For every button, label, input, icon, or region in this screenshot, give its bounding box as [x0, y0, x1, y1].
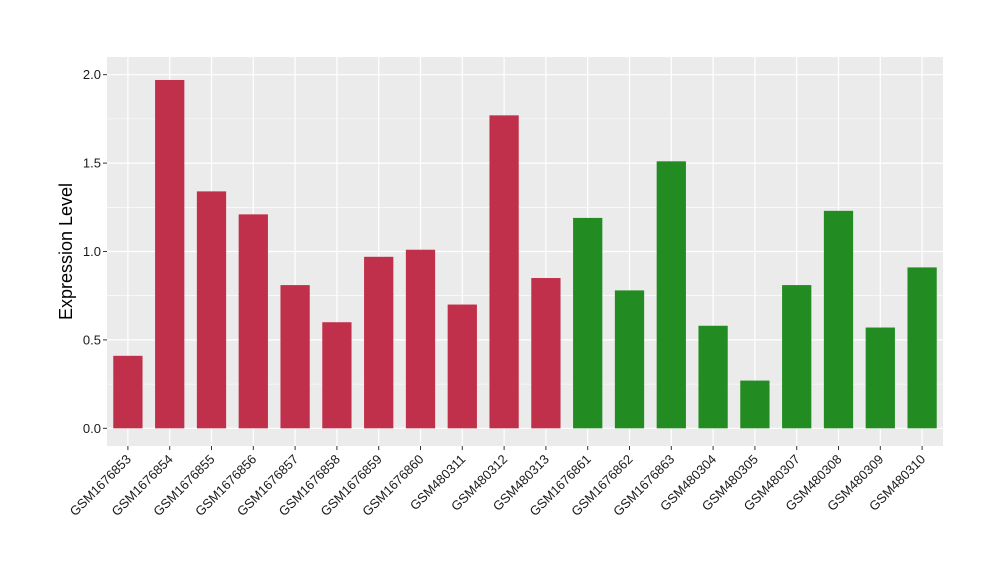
y-tick-label: 1.0	[83, 244, 101, 259]
bar-GSM480312	[489, 115, 519, 429]
bar-GSM480307	[782, 285, 812, 429]
bars	[113, 79, 937, 429]
y-tick-label: 0.5	[83, 332, 101, 347]
x-axis-ticks: GSM1676853GSM1676854GSM1676855GSM1676856…	[67, 446, 928, 519]
y-axis-ticks: 0.0 0.5 1.0 1.5 2.0	[83, 67, 107, 436]
bar-GSM480304	[698, 325, 728, 429]
bar-GSM1676862	[614, 290, 645, 429]
bar-GSM1676854	[155, 79, 185, 429]
bar-GSM480311	[447, 304, 477, 429]
bar-GSM480310	[907, 267, 937, 429]
bar-GSM1676860	[405, 249, 436, 429]
bar-GSM1676856	[238, 214, 268, 429]
bar-GSM480308	[823, 210, 854, 429]
y-tick-label: 2.0	[83, 67, 101, 82]
bar-GSM480305	[740, 380, 770, 429]
bar-GSM1676858	[322, 322, 352, 429]
bar-GSM480313	[531, 278, 561, 429]
bar-GSM1676859	[364, 256, 394, 429]
y-axis-title: Expression Level	[56, 183, 76, 320]
y-tick-label: 0.0	[83, 421, 101, 436]
bar-GSM480309	[865, 327, 895, 429]
bar-GSM1676855	[196, 191, 227, 429]
y-tick-label: 1.5	[83, 156, 101, 171]
bar-GSM1676857	[280, 285, 310, 429]
bar-GSM1676853	[113, 355, 143, 429]
bar-GSM1676861	[573, 217, 603, 429]
bar-GSM1676863	[656, 161, 686, 429]
